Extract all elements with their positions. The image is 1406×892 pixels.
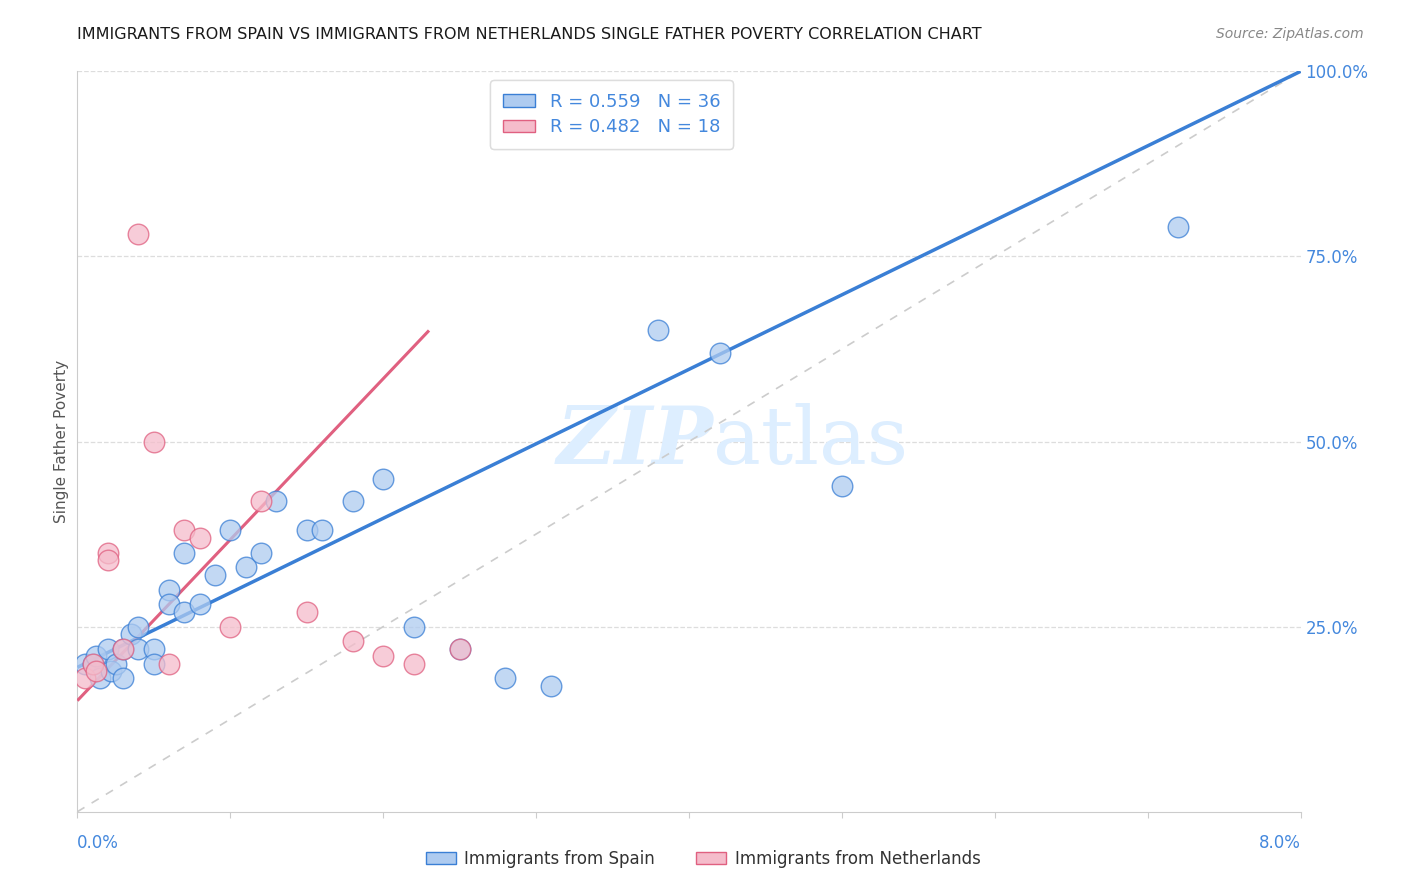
Y-axis label: Single Father Poverty: Single Father Poverty	[53, 360, 69, 523]
Point	[402, 619, 425, 633]
Point	[104, 657, 127, 671]
Point	[157, 598, 180, 612]
Point	[188, 598, 211, 612]
Point	[250, 546, 273, 560]
Point	[235, 560, 257, 574]
Point	[495, 672, 517, 686]
Point	[204, 567, 226, 582]
Point	[100, 664, 122, 678]
Point	[264, 493, 287, 508]
Text: atlas: atlas	[713, 402, 908, 481]
Point	[84, 664, 107, 678]
Point	[173, 605, 195, 619]
Point	[295, 605, 318, 619]
Point	[73, 672, 96, 686]
Point	[371, 471, 394, 485]
Point	[112, 672, 135, 686]
Point	[831, 479, 853, 493]
Point	[112, 641, 135, 656]
Point	[449, 641, 471, 656]
Point	[97, 641, 120, 656]
Text: Source: ZipAtlas.com: Source: ZipAtlas.com	[1216, 27, 1364, 41]
Point	[295, 524, 318, 538]
Point	[157, 582, 180, 597]
Point	[97, 546, 120, 560]
Point	[142, 434, 165, 449]
Point	[128, 227, 150, 242]
Point	[120, 627, 142, 641]
Point	[709, 345, 731, 359]
Point	[73, 657, 96, 671]
Point	[342, 493, 364, 508]
Point	[1167, 219, 1189, 234]
Point	[188, 531, 211, 545]
Text: 8.0%: 8.0%	[1258, 834, 1301, 852]
Point	[540, 679, 562, 693]
Point	[82, 657, 104, 671]
Point	[173, 524, 195, 538]
Point	[311, 524, 333, 538]
Point	[142, 641, 165, 656]
Point	[97, 553, 120, 567]
Point	[250, 493, 273, 508]
Point	[647, 324, 669, 338]
Point	[219, 619, 242, 633]
Point	[128, 641, 150, 656]
Point	[112, 641, 135, 656]
Point	[89, 672, 111, 686]
Point	[371, 649, 394, 664]
Point	[157, 657, 180, 671]
Point	[128, 619, 150, 633]
Point	[449, 641, 471, 656]
Point	[219, 524, 242, 538]
Legend: R = 0.559   N = 36, R = 0.482   N = 18: R = 0.559 N = 36, R = 0.482 N = 18	[491, 80, 733, 149]
Point	[84, 649, 107, 664]
Point	[173, 546, 195, 560]
Legend: Immigrants from Spain, Immigrants from Netherlands: Immigrants from Spain, Immigrants from N…	[419, 844, 987, 875]
Text: IMMIGRANTS FROM SPAIN VS IMMIGRANTS FROM NETHERLANDS SINGLE FATHER POVERTY CORRE: IMMIGRANTS FROM SPAIN VS IMMIGRANTS FROM…	[77, 27, 981, 42]
Point	[342, 634, 364, 648]
Point	[402, 657, 425, 671]
Text: 0.0%: 0.0%	[77, 834, 120, 852]
Point	[82, 657, 104, 671]
Point	[142, 657, 165, 671]
Text: ZIP: ZIP	[557, 403, 713, 480]
